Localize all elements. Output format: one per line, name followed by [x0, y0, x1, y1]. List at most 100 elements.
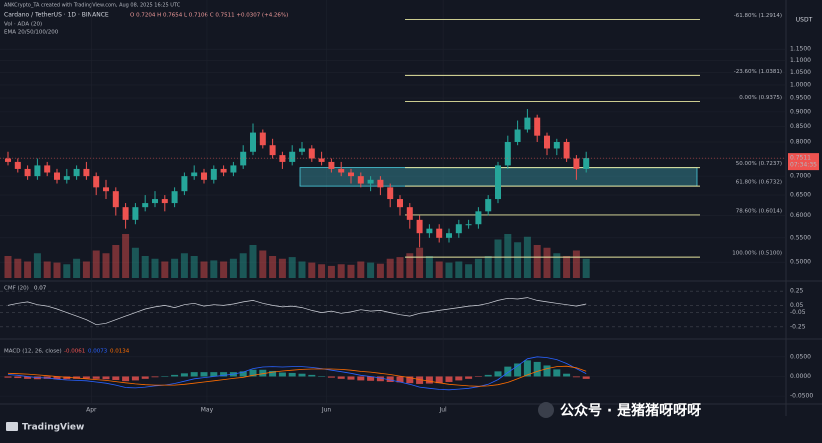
cmf-title: CMF (20) — [4, 286, 29, 292]
currency: USDT — [796, 17, 813, 24]
candle-body — [269, 145, 276, 156]
candle-body — [122, 207, 129, 220]
fib-label: 50.00% (0.7237) — [736, 161, 782, 167]
candle-body — [171, 191, 178, 204]
candle-body — [357, 176, 364, 184]
countdown: 07:34:35 — [790, 162, 817, 169]
macd-histogram-bar — [406, 376, 414, 384]
candle-body — [485, 199, 492, 212]
volume-bar — [494, 239, 502, 278]
candle-body — [191, 172, 198, 177]
candle-body — [93, 176, 100, 188]
volume-bar — [318, 264, 326, 278]
cmf-line — [7, 297, 587, 326]
macd-histogram-bar — [92, 376, 100, 379]
candle-body — [446, 233, 452, 238]
volume-bar — [190, 256, 198, 278]
macd-histogram-bar — [4, 376, 12, 378]
macd-histogram-bar — [347, 376, 355, 380]
y-tick-label: 1.0500 — [790, 69, 811, 76]
candle-body — [318, 158, 325, 162]
candle-body — [83, 168, 90, 177]
x-tick-label: May — [201, 407, 214, 414]
indicator-label: Vol · ADA (20) — [4, 22, 42, 28]
macd-histogram-bar — [465, 376, 473, 379]
macd-histogram-bar — [141, 376, 149, 379]
candle-body — [406, 207, 413, 220]
macd-value: 0.0073 — [88, 349, 108, 355]
y-tick-label: 0.05 — [790, 302, 804, 309]
volume-bar — [131, 247, 139, 278]
y-tick-label: 0.9500 — [790, 95, 811, 102]
candle-body — [397, 199, 403, 208]
macd-histogram-bar — [318, 376, 326, 377]
candle-body — [132, 207, 139, 220]
candle-body — [220, 168, 227, 173]
macd-histogram-bar — [122, 376, 130, 382]
volume-bar — [474, 258, 482, 278]
candle-body — [534, 117, 541, 136]
macd-histogram-bar — [24, 376, 32, 379]
indicator-label: EMA 20/50/100/200 — [4, 30, 59, 36]
y-tick-label: 0.5500 — [790, 234, 811, 241]
macd-histogram-bar — [474, 376, 482, 377]
fib-label: 78.60% (0.6014) — [736, 208, 782, 214]
macd-histogram-bar — [63, 376, 71, 380]
macd-histogram-bar — [563, 373, 571, 377]
macd-histogram-bar — [582, 376, 590, 379]
volume-bar — [347, 264, 355, 278]
y-tick-label: 0.8500 — [790, 123, 811, 130]
volume-bar — [435, 261, 443, 278]
macd-histogram-bar — [367, 376, 375, 381]
fib-label: -61.80% (1.2914) — [734, 13, 782, 19]
candle-body — [142, 203, 149, 208]
volume-bar — [122, 234, 130, 278]
footer-bar — [0, 416, 822, 443]
macd-histogram-bar — [220, 372, 228, 377]
candle-body — [34, 165, 41, 177]
volume-bar — [43, 261, 51, 278]
candle-body — [544, 135, 550, 149]
macd-histogram-bar — [249, 369, 257, 377]
candle-body — [181, 176, 188, 192]
volume-bar — [102, 253, 110, 278]
volume-bar — [180, 253, 188, 278]
macd-histogram-bar — [210, 372, 218, 377]
candle-body — [553, 141, 560, 149]
signal-line — [7, 365, 587, 387]
volume-bar — [24, 261, 32, 278]
volume-bar — [543, 247, 551, 278]
candle-body — [240, 151, 247, 166]
candle-body — [377, 179, 384, 188]
macd-histogram-bar — [171, 374, 179, 377]
volume-bar — [249, 245, 257, 278]
candle-body — [495, 165, 501, 200]
candle-body — [348, 172, 354, 177]
credit: ANKCrypto_TA created with TradingView.co… — [4, 3, 181, 9]
volume-bar — [465, 264, 473, 278]
candle-body — [573, 158, 580, 169]
candle-body — [112, 191, 119, 208]
x-tick-label: Jun — [321, 407, 332, 414]
macd-histogram-bar — [131, 376, 139, 381]
fib-label: 100.00% (0.5100) — [732, 251, 782, 257]
fib-label: 0.00% (0.9375) — [739, 95, 782, 101]
macd-histogram-bar — [494, 371, 502, 377]
y-tick-label: -0.0500 — [790, 393, 813, 400]
candle-body — [504, 141, 511, 166]
macd-histogram-bar — [523, 360, 531, 377]
macd-histogram-bar — [484, 374, 492, 377]
candle-body — [426, 228, 433, 234]
fib-label: -23.60% (1.0381) — [734, 69, 782, 75]
x-tick-label: Apr — [86, 407, 97, 414]
volume-bar — [553, 253, 561, 278]
volume-bar — [445, 262, 453, 278]
candle-body — [455, 224, 462, 234]
macd-histogram-bar — [180, 373, 188, 377]
y-tick-label: 0.0500 — [790, 353, 811, 360]
candle-body — [583, 158, 590, 169]
y-tick-label: 1.1000 — [790, 57, 811, 64]
cmf-value: 0.07 — [34, 286, 47, 292]
volume-bar — [259, 250, 267, 278]
